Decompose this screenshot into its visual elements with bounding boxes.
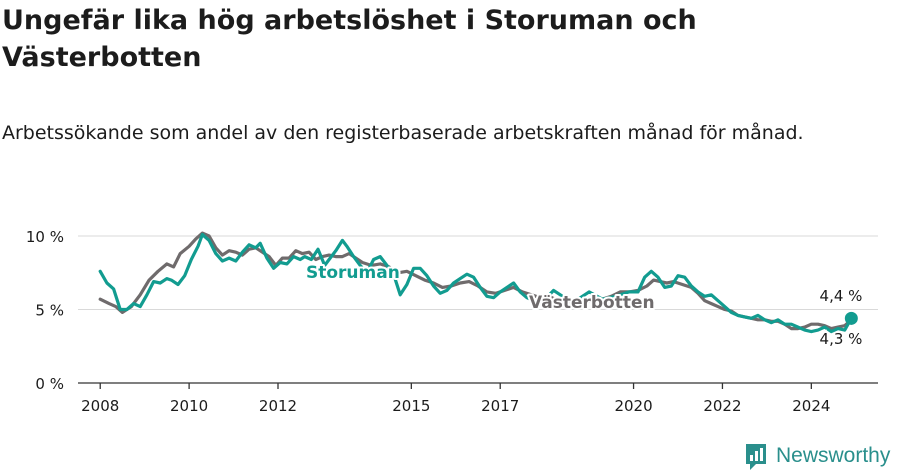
x-tick-label: 2022 — [703, 397, 741, 415]
y-tick-label: 10 % — [26, 228, 64, 246]
brand-name: Newsworthy — [776, 444, 891, 467]
vasterbotten-end-value: 4,3 % — [820, 330, 863, 348]
storuman-end-value: 4,4 % — [820, 287, 863, 305]
vasterbotten-label: Västerbotten — [529, 293, 655, 313]
chart-subtitle: Arbetssökande som andel av den registerb… — [2, 122, 804, 144]
y-tick-label: 0 % — [35, 375, 64, 393]
storuman-line — [98, 232, 853, 334]
x-tick-label: 2024 — [792, 397, 830, 415]
newsworthy-icon — [746, 444, 766, 470]
storuman-label: Storuman — [306, 263, 400, 283]
x-tick-label: 2020 — [614, 397, 652, 415]
x-tick-label: 2010 — [170, 397, 208, 415]
chart-title: Ungefär lika hög arbetslöshet i Storuman… — [2, 5, 697, 73]
x-tick-label: 2008 — [81, 397, 119, 415]
newsworthy-logo: Newsworthy — [744, 440, 890, 472]
x-tick-label: 2012 — [259, 397, 297, 415]
x-tick-label: 2015 — [392, 397, 430, 415]
y-tick-label: 5 % — [35, 302, 64, 320]
storuman-end-point — [844, 311, 858, 325]
x-tick-label: 2017 — [481, 397, 519, 415]
